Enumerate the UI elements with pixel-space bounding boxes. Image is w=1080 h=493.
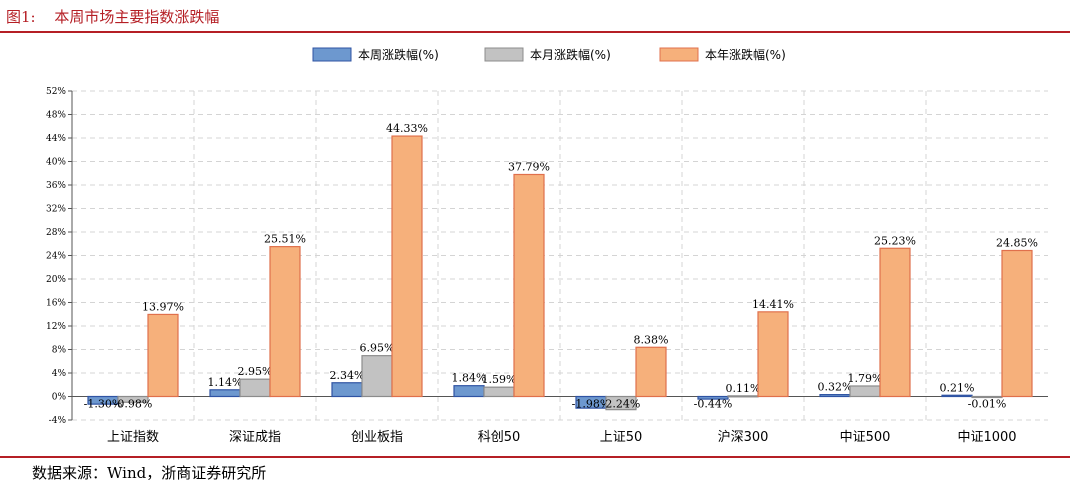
bar <box>879 247 911 398</box>
data-label: 6.95% <box>360 342 395 355</box>
bar <box>147 313 179 398</box>
data-label: 2.34% <box>330 369 365 382</box>
y-tick-label: 40% <box>46 158 66 168</box>
data-label: 25.23% <box>874 234 916 247</box>
bar <box>605 395 637 411</box>
y-tick-label: 4% <box>52 369 67 379</box>
data-label: 25.51% <box>264 233 306 246</box>
data-label: -1.98% <box>572 398 611 411</box>
y-tick-label: 48% <box>46 111 66 121</box>
y-tick-label: -4% <box>49 416 67 426</box>
data-label: 1.14% <box>208 376 243 389</box>
bar <box>239 378 271 398</box>
y-tick-label: 52% <box>46 87 66 97</box>
bar <box>361 355 393 398</box>
data-label: 0.21% <box>940 381 975 394</box>
bar <box>269 246 301 398</box>
data-label: 37.79% <box>508 160 550 173</box>
y-tick-label: 8% <box>52 346 67 356</box>
bar <box>1001 249 1033 398</box>
y-tick-label: 24% <box>46 252 66 262</box>
data-label: 2.95% <box>238 365 273 378</box>
source-rule <box>0 456 1070 458</box>
bar <box>331 382 363 398</box>
figure-title: 图1: 本周市场主要指数涨跌幅 <box>6 6 219 27</box>
data-label: 0.32% <box>818 381 853 394</box>
bar-chart: -4% 0% 4% 8% 12% 16% 20% 24% 28% 32% 36% 40% 44% 48% 5… <box>46 47 1048 445</box>
legend-label: 本年涨跌幅(%) <box>705 47 786 62</box>
data-label: -0.01% <box>968 398 1007 411</box>
x-tick-label: 上证50 <box>600 430 643 445</box>
bar <box>483 386 515 398</box>
data-label: 1.59% <box>482 373 517 386</box>
y-tick-label: 44% <box>46 134 66 144</box>
y-tick-label: 20% <box>46 275 66 285</box>
title-rule <box>0 31 1070 33</box>
y-tick-label: 32% <box>46 205 66 215</box>
data-label: 1.79% <box>848 372 883 385</box>
legend-label: 本周涨跌幅(%) <box>358 47 439 62</box>
y-tick-label: 16% <box>46 299 66 309</box>
bar <box>941 394 973 398</box>
x-tick-label: 创业板指 <box>351 430 403 445</box>
x-tick-label: 深证成指 <box>229 430 281 445</box>
bar <box>513 173 545 398</box>
source-note: 数据来源：Wind，浙商证券研究所 <box>32 464 267 482</box>
data-label: -0.98% <box>114 398 153 411</box>
data-label: 24.85% <box>996 237 1038 250</box>
x-tick-label: 科创50 <box>478 430 521 445</box>
x-tick-label: 沪深300 <box>718 429 769 445</box>
data-label: 44.33% <box>386 122 428 135</box>
bar <box>391 135 423 398</box>
data-label: 8.38% <box>634 333 669 346</box>
y-tick-label: 36% <box>46 181 66 191</box>
data-label: 0.11% <box>726 382 761 395</box>
figure-title-text: 本周市场主要指数涨跌幅 <box>54 8 220 26</box>
bar <box>635 346 667 398</box>
x-tick-label: 中证500 <box>840 430 891 445</box>
legend-swatch <box>659 47 699 62</box>
bar <box>117 395 149 403</box>
y-tick-label: 12% <box>46 322 66 332</box>
y-tick-label: 0% <box>52 393 67 403</box>
data-label: -2.24% <box>602 398 641 411</box>
figure-number: 图1: <box>6 8 36 26</box>
bar <box>849 385 881 398</box>
data-label: -1.30% <box>84 398 123 411</box>
legend-swatch <box>312 47 352 62</box>
y-tick-label: 28% <box>46 228 66 238</box>
bar <box>697 395 729 400</box>
bar <box>453 385 485 398</box>
bar <box>209 389 241 398</box>
bar <box>727 395 759 398</box>
legend-swatch <box>484 47 524 62</box>
data-label: 1.84% <box>452 372 487 385</box>
bar <box>757 311 789 398</box>
data-label: 13.97% <box>142 300 184 313</box>
x-tick-label: 上证指数 <box>107 430 159 445</box>
legend-label: 本月涨跌幅(%) <box>530 47 611 62</box>
data-label: -0.44% <box>694 398 733 411</box>
x-tick-label: 中证1000 <box>957 430 1016 445</box>
data-label: 14.41% <box>752 298 794 311</box>
bar <box>819 394 851 398</box>
